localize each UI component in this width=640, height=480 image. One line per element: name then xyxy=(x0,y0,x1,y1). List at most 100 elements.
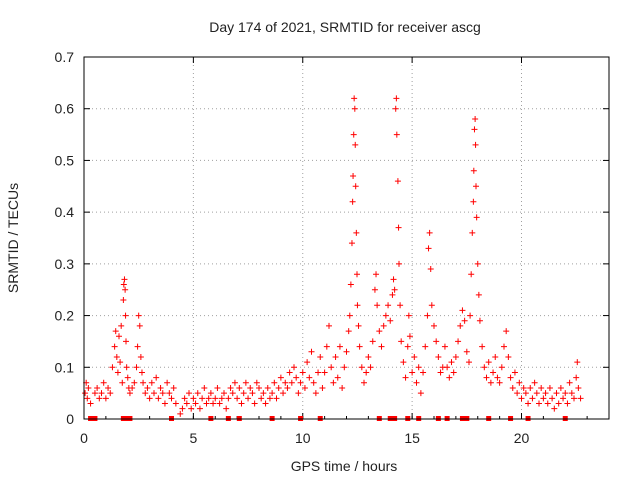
data-point xyxy=(94,384,101,391)
data-point xyxy=(271,379,278,386)
data-point xyxy=(549,395,556,402)
data-point xyxy=(135,312,142,319)
data-point xyxy=(245,395,252,402)
data-point xyxy=(422,343,429,350)
data-point xyxy=(400,359,407,366)
data-point xyxy=(249,390,256,397)
data-point xyxy=(155,395,162,402)
data-point xyxy=(354,302,361,309)
data-point xyxy=(560,395,567,402)
data-point xyxy=(308,348,315,355)
data-point xyxy=(498,364,505,371)
data-point xyxy=(380,322,387,329)
data-point xyxy=(129,384,136,391)
data-point xyxy=(124,374,131,381)
data-point xyxy=(568,390,575,397)
data-point xyxy=(527,384,534,391)
data-point xyxy=(295,390,302,397)
data-point xyxy=(247,384,254,391)
data-point xyxy=(470,198,477,205)
data-point xyxy=(575,384,582,391)
data-point xyxy=(507,374,514,381)
data-point xyxy=(238,400,245,407)
data-point xyxy=(315,369,322,376)
data-point xyxy=(413,379,420,386)
data-point xyxy=(194,390,201,397)
data-point xyxy=(457,322,464,329)
data-point xyxy=(355,322,362,329)
data-point xyxy=(114,369,121,376)
data-point xyxy=(544,400,551,407)
data-point xyxy=(107,390,114,397)
data-point xyxy=(227,384,234,391)
data-point xyxy=(529,395,536,402)
data-point xyxy=(341,364,348,371)
data-point xyxy=(470,167,477,174)
data-point xyxy=(112,328,119,335)
data-point xyxy=(266,395,273,402)
data-point xyxy=(397,302,404,309)
data-point xyxy=(225,395,232,402)
x-tick-label: 10 xyxy=(295,430,311,446)
data-point xyxy=(117,359,124,366)
data-point xyxy=(260,390,267,397)
data-point xyxy=(161,400,168,407)
data-point xyxy=(406,333,413,340)
data-point xyxy=(201,384,208,391)
data-point xyxy=(490,369,497,376)
data-point xyxy=(516,379,523,386)
data-point xyxy=(546,384,553,391)
data-point xyxy=(385,302,392,309)
data-point xyxy=(192,400,199,407)
data-point xyxy=(564,400,571,407)
data-point xyxy=(138,369,145,376)
data-point xyxy=(111,343,118,350)
y-tick-label: 0.4 xyxy=(55,204,75,220)
data-point xyxy=(409,369,416,376)
data-point xyxy=(297,379,304,386)
data-point xyxy=(253,379,260,386)
data-point xyxy=(262,400,269,407)
data-point xyxy=(571,395,577,402)
data-point xyxy=(116,333,122,340)
data-point xyxy=(382,312,389,319)
data-point xyxy=(424,312,431,319)
data-point xyxy=(172,400,179,407)
data-point xyxy=(452,353,459,360)
data-point xyxy=(188,405,195,412)
data-point xyxy=(483,374,490,381)
plot-frame xyxy=(83,56,610,420)
data-point xyxy=(468,271,475,278)
data-point xyxy=(387,317,394,324)
data-point xyxy=(159,390,166,397)
data-point xyxy=(431,322,437,329)
data-point xyxy=(350,131,357,138)
data-point xyxy=(84,395,91,402)
data-point xyxy=(151,390,157,397)
grid-lines xyxy=(84,57,609,419)
x-tick-label: 0 xyxy=(80,430,88,446)
data-point xyxy=(474,260,481,267)
data-point xyxy=(100,379,107,386)
data-point xyxy=(343,348,350,355)
data-point xyxy=(518,395,525,402)
data-point xyxy=(310,379,317,386)
data-point xyxy=(396,260,402,267)
data-point xyxy=(234,395,241,402)
data-point xyxy=(346,312,353,319)
data-point xyxy=(284,384,291,391)
data-point xyxy=(361,379,367,386)
data-point xyxy=(441,343,448,350)
data-point xyxy=(476,317,483,324)
data-point xyxy=(306,374,313,381)
data-point xyxy=(481,364,488,371)
data-point xyxy=(312,390,319,397)
data-point xyxy=(487,379,494,386)
data-point xyxy=(120,297,127,304)
data-point xyxy=(501,343,507,350)
data-point xyxy=(328,364,335,371)
data-point xyxy=(85,384,92,391)
data-point xyxy=(459,307,466,314)
data-point xyxy=(411,353,418,360)
